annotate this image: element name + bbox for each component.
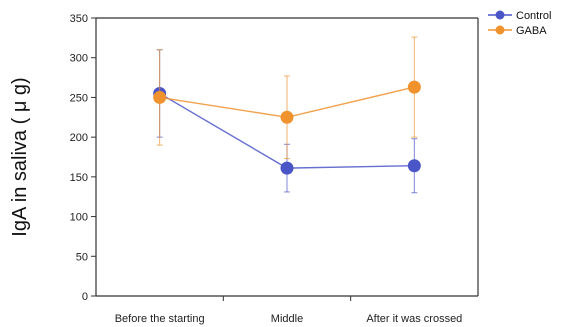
data-point: [407, 159, 421, 173]
legend-label: Control: [516, 10, 551, 22]
legend-item-gaba: GABA: [488, 25, 547, 37]
y-tick-label: 250: [70, 92, 88, 104]
y-tick-label: 100: [70, 212, 88, 224]
x-tick-label: Before the starting: [115, 313, 205, 325]
axes: [95, 17, 479, 297]
legend-label: GABA: [516, 25, 547, 37]
legend-marker: [495, 25, 505, 35]
series-gaba: [153, 36, 421, 160]
series-control: [153, 49, 421, 194]
y-tick-label: 200: [70, 132, 88, 144]
y-tick-label: 350: [70, 13, 88, 25]
y-ticks: 0 50 100 150 200 250 300 350: [70, 13, 96, 303]
data-point: [153, 90, 167, 104]
y-tick-label: 0: [82, 291, 88, 303]
data-point: [407, 80, 421, 94]
x-tick-label: After it was crossed: [366, 313, 462, 325]
x-ticks: Before the starting Middle After it was cr…: [115, 296, 462, 325]
data-point: [280, 110, 294, 124]
legend: Control GABA: [488, 10, 551, 37]
series-group: [153, 36, 421, 194]
legend-marker: [495, 10, 505, 20]
y-tick-label: 50: [76, 251, 88, 263]
y-tick-label: 300: [70, 53, 88, 65]
legend-item-control: Control: [488, 10, 551, 22]
y-axis-label: IgA in saliva ( μ g): [9, 77, 31, 236]
data-point: [280, 161, 294, 175]
y-tick-label: 150: [70, 172, 88, 184]
x-tick-label: Middle: [271, 313, 303, 325]
